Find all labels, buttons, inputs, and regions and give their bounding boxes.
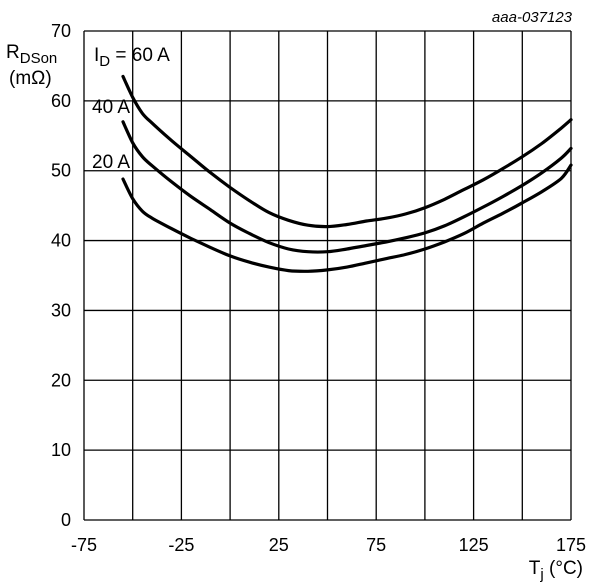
y-axis-label-sub: DSon: [20, 50, 58, 67]
y-axis-label: RDSon: [6, 42, 57, 67]
y-tick-label-30: 30: [51, 300, 71, 320]
x-tick-label-125: 125: [459, 535, 489, 555]
y-tick-label-60: 60: [51, 91, 71, 111]
series-label-60a-main: I: [94, 45, 99, 66]
curve-layer: [121, 74, 573, 273]
grid-layer: [83, 30, 572, 521]
y-axis-unit: (mΩ): [9, 68, 52, 89]
y-tick-label-0: 0: [61, 510, 71, 530]
y-tick-label-10: 10: [51, 440, 71, 460]
series-label-60a: ID = 60 A: [94, 45, 170, 70]
x-tick-label-75: 75: [366, 535, 386, 555]
x-axis-label: Tj (°C): [529, 558, 583, 582]
y-axis-label-main: R: [6, 42, 20, 63]
x-axis-label-sub: j: [539, 566, 543, 582]
series-label-60a-sub: D: [99, 53, 110, 70]
series-label-20a: 20 A: [92, 152, 130, 173]
x-tick-label--75: -75: [71, 535, 97, 555]
x-tick-label-175: 175: [556, 535, 586, 555]
x-tick-label--25: -25: [168, 535, 194, 555]
y-tick-label-40: 40: [51, 231, 71, 251]
series-label-40a: 40 A: [92, 97, 130, 118]
tick-label-layer: 0 10 20 30 40 50 60 70 -75 -25 25 75 125 175: [51, 21, 586, 555]
y-tick-label-20: 20: [51, 370, 71, 390]
x-tick-label-25: 25: [269, 535, 289, 555]
series-line-20a: [121, 163, 573, 273]
series-line-60a: [121, 74, 573, 229]
x-axis-label-main: T: [529, 558, 541, 579]
y-tick-label-50: 50: [51, 161, 71, 181]
series-line-40a: [121, 120, 573, 254]
figure-code: aaa-037123: [492, 9, 573, 26]
series-label-60a-rest: = 60 A: [110, 45, 170, 66]
y-tick-label-70: 70: [51, 21, 71, 41]
x-axis-label-unit: (°C): [544, 558, 583, 579]
